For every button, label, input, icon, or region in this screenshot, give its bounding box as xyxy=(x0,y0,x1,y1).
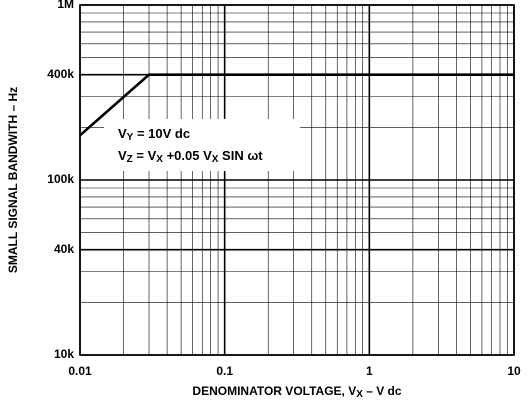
subscript: X xyxy=(356,389,363,400)
subscript: X xyxy=(212,154,219,165)
x-tick-label: 1 xyxy=(366,364,373,378)
y-tick-label: 10k xyxy=(54,347,74,361)
marks xyxy=(79,73,514,137)
y-tick-label: 1M xyxy=(57,0,74,11)
text-part: = V xyxy=(133,148,157,163)
line xyxy=(79,73,514,137)
text-part: SIN ωt xyxy=(218,148,263,163)
y-axis-label: SMALL SIGNAL BANDWITH – Hz xyxy=(6,87,20,273)
y-tick-label: 100k xyxy=(47,172,74,186)
text-part: = 10V dc xyxy=(133,126,190,141)
plot-frame xyxy=(79,4,515,356)
y-tick-label: 400k xyxy=(47,67,74,81)
annotation: VZ = VX +0.05 VX SIN ωt xyxy=(118,148,263,165)
x-axis-label: DENOMINATOR VOLTAGE, VX – V dc xyxy=(192,384,401,400)
text-part: +0.05 V xyxy=(163,148,212,163)
text-part: V xyxy=(118,126,127,141)
subscript: X xyxy=(156,154,163,165)
text-part: DENOMINATOR VOLTAGE, V xyxy=(192,384,356,398)
text-part: V xyxy=(118,148,127,163)
x-tick-label: 0.1 xyxy=(216,364,233,378)
x-tick-label: 0.01 xyxy=(68,364,92,378)
annotation: VY = 10V dc xyxy=(118,126,190,143)
y-tick-label: 40k xyxy=(54,242,74,256)
subscript: Y xyxy=(127,132,134,143)
x-tick-label: 10 xyxy=(507,364,521,378)
grid xyxy=(79,4,515,356)
text-part: – V dc xyxy=(363,384,402,398)
annotation-box xyxy=(104,119,300,171)
subscript: Z xyxy=(127,154,133,165)
